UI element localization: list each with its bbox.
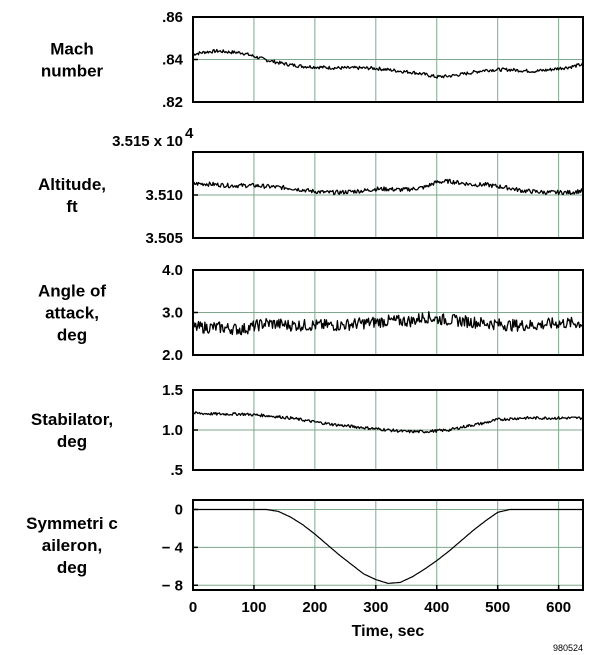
panel-1-series-line bbox=[192, 48, 583, 79]
x-tick-label: 100 bbox=[241, 599, 266, 616]
panel-1-ylabel: Mach bbox=[50, 40, 93, 59]
panel-2-multiplier-exponent: 4 bbox=[185, 125, 194, 142]
panel-1-ytick-label: .82 bbox=[162, 94, 183, 111]
x-tick-label: 600 bbox=[546, 599, 571, 616]
x-tick-label: 0 bbox=[189, 599, 197, 616]
panel-1-ytick-label: .84 bbox=[162, 52, 184, 69]
panel-3-ytick-label: 3.0 bbox=[162, 305, 183, 322]
figure-id: 980524 bbox=[553, 643, 583, 653]
panel-3-ylabel: attack, bbox=[45, 304, 99, 323]
panel-4-ytick-label: 1.0 bbox=[162, 422, 183, 439]
panel-5-frame bbox=[192, 499, 584, 591]
panel-5-series-line bbox=[193, 508, 583, 584]
panel-2-series-line bbox=[192, 178, 584, 196]
panel-2-ylabel: Altitude, bbox=[38, 175, 106, 194]
panel-3-series-line bbox=[192, 311, 583, 336]
panel-5-ytick-label: − 4 bbox=[162, 539, 184, 556]
panel-3-ytick-label: 2.0 bbox=[162, 347, 183, 364]
panel-4-ylabel: Stabilator, bbox=[31, 410, 113, 429]
panel-2-ytick-label: 3.505 bbox=[145, 230, 183, 247]
panel-5-ytick-label: 0 bbox=[175, 501, 183, 518]
panel-4-series-line bbox=[192, 411, 583, 434]
panel-3-ylabel: Angle of bbox=[38, 282, 106, 301]
x-tick-label: 300 bbox=[363, 599, 388, 616]
x-axis-label: Time, sec bbox=[352, 623, 425, 640]
panel-4-ylabel: deg bbox=[57, 432, 87, 451]
panel-4-ytick-label: .5 bbox=[170, 462, 183, 479]
x-tick-label: 500 bbox=[485, 599, 510, 616]
panel-1-ytick-label: .86 bbox=[162, 9, 183, 26]
panel-1-ylabel: number bbox=[41, 62, 104, 81]
panel-5-ylabel: aileron, bbox=[42, 536, 102, 555]
panel-2-ytick-label: 3.510 bbox=[145, 187, 183, 204]
panel-3-ytick-label: 4.0 bbox=[162, 262, 183, 279]
panel-3-ylabel: deg bbox=[57, 326, 87, 345]
panel-5-ylabel: deg bbox=[57, 558, 87, 577]
panel-5-ylabel: Symmetri c bbox=[26, 514, 118, 533]
panel-2-multiplier: 3.515 x 10 bbox=[112, 133, 183, 150]
panel-2-ylabel: ft bbox=[66, 197, 78, 216]
panel-5-ytick-label: − 8 bbox=[162, 577, 183, 594]
x-tick-label: 400 bbox=[424, 599, 449, 616]
x-tick-label: 200 bbox=[302, 599, 327, 616]
panel-4-ytick-label: 1.5 bbox=[162, 382, 183, 399]
